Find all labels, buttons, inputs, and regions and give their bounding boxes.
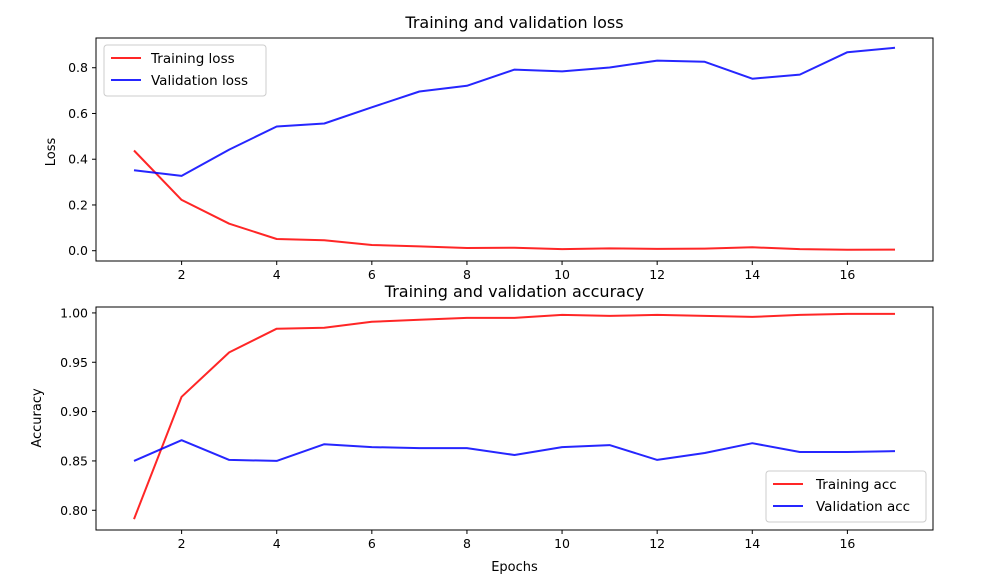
loss-y-tick-label-1: 0.2 (68, 197, 88, 212)
accuracy-y-tick-label-0: 0.80 (60, 503, 88, 518)
accuracy-series-validation-acc (133, 439, 896, 462)
loss-y-tick-label-2: 0.4 (68, 152, 88, 167)
accuracy-chart-title: Training and validation accuracy (384, 282, 644, 301)
loss-y-axis-label: Loss (44, 138, 59, 167)
accuracy-y-tick-label-1: 0.85 (60, 453, 88, 468)
accuracy-x-tick-label-4: 4 (273, 536, 281, 551)
accuracy-plot-frame (95, 306, 934, 531)
loss-x-tick-label-10: 10 (554, 267, 570, 282)
loss-legend-box (103, 44, 267, 97)
loss-x-tick-label-8: 8 (463, 267, 471, 282)
accuracy-series-training-acc (133, 312, 895, 520)
loss-chart-title: Training and validation loss (404, 13, 623, 32)
accuracy-x-tick-label-16: 16 (839, 536, 855, 551)
accuracy-y-tick-label-2: 0.90 (60, 404, 88, 419)
accuracy-x-tick-label-8: 8 (463, 536, 471, 551)
accuracy-legend: Training acc Validation acc (765, 470, 927, 523)
accuracy-x-tick-label-10: 10 (554, 536, 570, 551)
accuracy-y-axis-label: Accuracy (30, 388, 45, 448)
loss-x-tick-label-4: 4 (273, 267, 281, 282)
loss-series-validation-loss (133, 46, 896, 177)
loss-y-tick-label-0: 0.0 (68, 243, 88, 258)
accuracy-x-tick-label-2: 2 (178, 536, 186, 551)
legend-label-validation-loss: Validation loss (151, 73, 248, 89)
accuracy-y-tick-label-3: 0.95 (60, 355, 88, 370)
loss-series-training-loss (133, 149, 896, 251)
accuracy-x-tick-label-6: 6 (368, 536, 376, 551)
legend-label-validation-acc: Validation acc (816, 499, 910, 515)
accuracy-legend-box (765, 470, 927, 523)
accuracy-x-tick-label-14: 14 (744, 536, 760, 551)
accuracy-ticks-group: 2 4 6 8 10 12 14 16 0.80 0.85 0.90 0.95 1.00 (60, 305, 855, 551)
accuracy-y-tick-label-4: 1.00 (60, 305, 88, 320)
legend-label-training-loss: Training loss (150, 51, 235, 67)
legend-label-training-acc: Training acc (815, 477, 897, 493)
accuracy-chart: Training and validation accuracy Accurac… (30, 282, 934, 575)
loss-x-tick-label-6: 6 (368, 267, 376, 282)
loss-legend: Training loss Validation loss (103, 44, 267, 97)
loss-chart: Training and validation loss Loss 2 4 6 8 10… (44, 13, 934, 282)
loss-ticks-group: 2 4 6 8 10 12 14 16 0.0 0.2 0.4 0.6 0.8 (68, 60, 855, 282)
loss-x-tick-label-12: 12 (649, 267, 665, 282)
accuracy-series-group (133, 312, 896, 520)
loss-x-tick-label-16: 16 (839, 267, 855, 282)
loss-plot-frame (95, 37, 934, 262)
loss-x-tick-label-2: 2 (178, 267, 186, 282)
loss-series-group (133, 46, 896, 251)
accuracy-x-tick-label-12: 12 (649, 536, 665, 551)
loss-y-tick-label-4: 0.8 (68, 60, 88, 75)
accuracy-x-axis-label: Epochs (491, 560, 538, 575)
loss-y-tick-label-3: 0.6 (68, 106, 88, 121)
loss-x-tick-label-14: 14 (744, 267, 760, 282)
